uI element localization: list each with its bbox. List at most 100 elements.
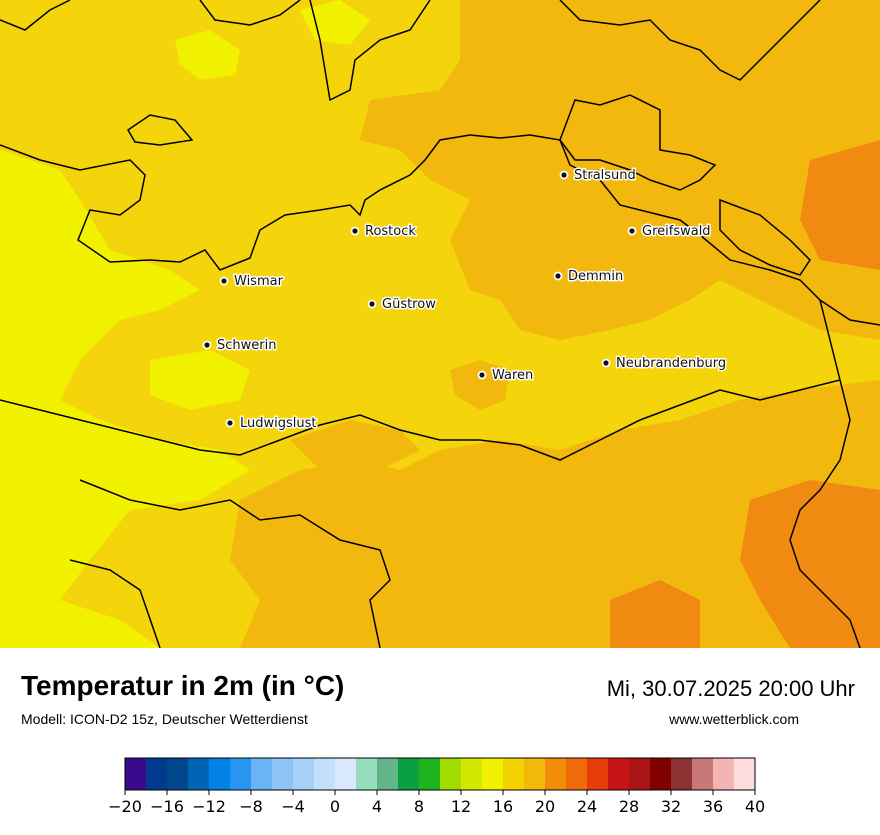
polish-border — [789, 299, 861, 648]
cool-region-lake — [0, 600, 160, 648]
legend-swatch — [503, 758, 525, 790]
danish-coast-east — [559, 0, 821, 81]
legend-swatch — [335, 758, 357, 790]
legend-swatch — [692, 758, 714, 790]
legend-canvas: −20 −16 −12 −8 −4 0 4 8 12 16 20 24 28 32 36 40 — [108, 757, 765, 816]
usedom-coast — [719, 198, 811, 276]
legend-swatch — [671, 758, 693, 790]
city-gstrow[interactable]: Güstrow — [367, 296, 438, 314]
color-legend: −20 −16 −12 −8 −4 0 4 8 12 16 20 24 28 32 36 40 — [0, 754, 880, 830]
website-link[interactable]: www.wetterblick.com — [669, 711, 799, 727]
legend-swatch — [482, 758, 504, 790]
city-demmin[interactable]: Demmin — [553, 268, 625, 286]
model-source: Modell: ICON-D2 15z, Deutscher Wetterdie… — [21, 711, 308, 727]
legend-swatch — [398, 758, 420, 790]
warm-region-south — [230, 380, 880, 648]
map-footer: Temperatur in 2m (in °C) Modell: ICON-D2… — [0, 648, 880, 830]
temperature-map[interactable]: Stralsund Rostock Greifswald Wismar Demmin Gü… — [0, 0, 880, 648]
legend-tick-label: −8 — [239, 797, 263, 816]
state-border-west — [69, 479, 391, 648]
coastlines — [0, 0, 880, 648]
legend-tick-label: 20 — [535, 797, 555, 816]
legend-tick-label: 0 — [330, 797, 340, 816]
hot-region-southeast — [740, 480, 880, 648]
city-waren[interactable]: Waren — [477, 367, 535, 385]
ruegen-coast — [559, 94, 717, 191]
city-label: Rostock — [365, 224, 416, 239]
legend-swatch — [272, 758, 294, 790]
city-label: Stralsund — [574, 168, 636, 183]
legend-tick-label: −12 — [192, 797, 226, 816]
city-label: Wismar — [234, 274, 284, 289]
legend-swatch — [293, 758, 315, 790]
legend-swatch — [377, 758, 399, 790]
hot-region-east — [800, 140, 880, 270]
map-canvas: Stralsund Rostock Greifswald Wismar Demmin Gü… — [0, 0, 880, 648]
city-dot — [559, 170, 569, 180]
city-dot — [367, 299, 377, 309]
hot-region-south — [610, 580, 700, 648]
legend-swatch — [713, 758, 735, 790]
city-label: Greifswald — [642, 224, 711, 239]
legend-tick-label: 4 — [372, 797, 382, 816]
city-label: Neubrandenburg — [616, 356, 726, 371]
legend-border — [124, 757, 756, 791]
map-title: Temperatur in 2m (in °C) — [21, 670, 345, 701]
city-dot — [477, 370, 487, 380]
city-label: Waren — [492, 368, 533, 383]
cool-patch-island — [300, 0, 370, 45]
danish-coast-north — [0, 0, 431, 102]
legend-swatch — [608, 758, 630, 790]
city-neubrandenburg[interactable]: Neubrandenburg — [601, 355, 728, 373]
city-label: Schwerin — [217, 338, 276, 353]
legend-tick-label: 24 — [577, 797, 597, 816]
city-wismar[interactable]: Wismar — [219, 273, 285, 291]
legend-swatch — [251, 758, 273, 790]
legend-tick-label: 28 — [619, 797, 639, 816]
legend-swatch — [356, 758, 378, 790]
legend-swatch — [524, 758, 546, 790]
city-greifswald[interactable]: Greifswald — [627, 223, 712, 241]
legend-swatch — [461, 758, 483, 790]
legend-swatch — [545, 758, 567, 790]
legend-tick-label: 8 — [414, 797, 424, 816]
legend-swatch — [314, 758, 336, 790]
legend-tick-label: 32 — [661, 797, 681, 816]
city-label: Güstrow — [382, 297, 436, 312]
city-dot — [350, 226, 360, 236]
city-dot — [202, 340, 212, 350]
warm-patch-center — [290, 420, 420, 470]
legend-swatch — [167, 758, 189, 790]
baltic-coast — [0, 134, 880, 326]
city-dot — [601, 358, 611, 368]
city-rostock[interactable]: Rostock — [350, 223, 418, 241]
city-dot — [553, 271, 563, 281]
legend-tick-label: −4 — [281, 797, 305, 816]
legend-swatch — [629, 758, 651, 790]
warm-patch-waren — [450, 360, 510, 410]
city-markers: Stralsund Rostock Greifswald Wismar Demmin Gü… — [202, 167, 728, 433]
legend-tick-label: 16 — [493, 797, 513, 816]
legend-swatch — [230, 758, 252, 790]
legend-swatch — [566, 758, 588, 790]
legend-tick-label: 36 — [703, 797, 723, 816]
legend-tick-label: 12 — [451, 797, 471, 816]
city-stralsund[interactable]: Stralsund — [559, 167, 637, 185]
city-schwerin[interactable]: Schwerin — [202, 337, 278, 355]
city-dot — [219, 276, 229, 286]
city-dot — [627, 226, 637, 236]
legend-swatch — [440, 758, 462, 790]
legend-swatch — [209, 758, 231, 790]
legend-swatch — [587, 758, 609, 790]
state-border-south — [0, 379, 841, 461]
city-ludwigslust[interactable]: Ludwigslust — [225, 415, 318, 433]
fehmarn-coast — [126, 114, 194, 146]
legend-swatch — [125, 758, 147, 790]
city-dot — [225, 418, 235, 428]
city-label: Ludwigslust — [240, 416, 317, 431]
legend-swatch — [419, 758, 441, 790]
legend-tick-label: 40 — [745, 797, 765, 816]
cool-patch-west-center — [150, 350, 250, 410]
forecast-datetime: Mi, 30.07.2025 20:00 Uhr — [606, 676, 855, 701]
cool-patch-north — [175, 30, 240, 80]
